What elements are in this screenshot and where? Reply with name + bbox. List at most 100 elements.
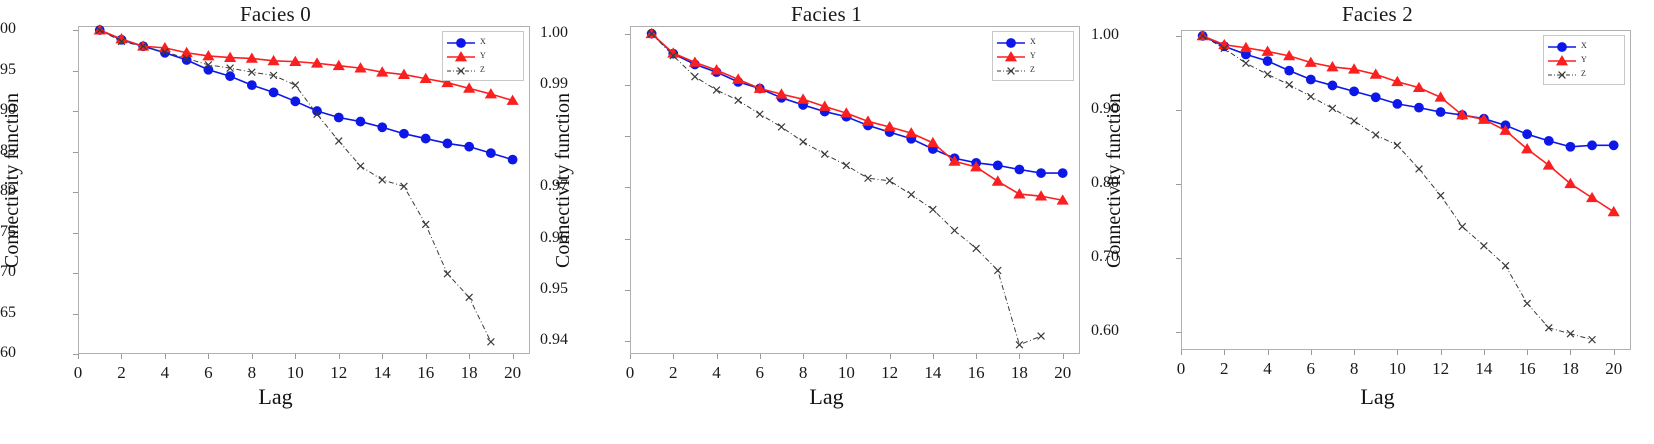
x-tick-mark	[78, 354, 79, 359]
series-z	[95, 26, 495, 346]
x-tick-label: 16	[417, 363, 435, 382]
x-tick-label: 0	[1176, 359, 1186, 378]
x-tick-label: 18	[1010, 363, 1028, 382]
x-tick-label: 0	[73, 363, 83, 382]
y-tick-mark	[73, 151, 78, 153]
x-tick-mark	[1397, 350, 1399, 355]
x-tick-mark	[469, 354, 471, 359]
y-tick-label: 0.95	[0, 60, 16, 78]
x-tick-mark	[425, 354, 427, 359]
x-tick-mark	[673, 354, 675, 359]
x-tick-mark	[1570, 350, 1572, 355]
x-tick-mark	[208, 354, 210, 359]
y-tick-mark	[1176, 331, 1181, 333]
x-tick-label: 6	[755, 363, 765, 382]
y-tick-mark	[625, 84, 630, 86]
y-tick-label: 1.00	[0, 20, 16, 38]
legend-label: X	[1030, 37, 1036, 46]
y-tick-label: 1.00	[540, 23, 568, 41]
panel-title: Facies 0	[240, 2, 311, 26]
legend-label: Y	[1030, 51, 1036, 60]
legend-item-z: Z	[996, 63, 1069, 77]
legend-item-z: Z	[446, 63, 519, 77]
x-tick-label: 20	[504, 363, 522, 382]
x-tick-mark	[382, 354, 384, 359]
y-tick-label: 0.99	[540, 74, 568, 92]
x-tick-mark	[295, 354, 297, 359]
x-tick-label: 4	[160, 363, 170, 382]
x-tick-label: 18	[460, 363, 478, 382]
x-tick-label: 6	[204, 363, 213, 382]
x-tick-mark	[889, 354, 891, 359]
x-tick-label: 14	[924, 363, 942, 382]
y-tick-label: 0.90	[1091, 99, 1119, 117]
y-tick-mark	[1176, 35, 1181, 37]
legend-marker-x-icon	[996, 64, 1026, 76]
legend-item-z: Z	[1547, 67, 1620, 81]
y-tick-mark	[1176, 109, 1181, 111]
series-layer	[645, 27, 1069, 349]
y-tick-label: 0.60	[1091, 321, 1119, 339]
x-tick-mark	[1527, 350, 1529, 355]
y-tick-mark	[625, 136, 630, 138]
y-tick-label: 0.85	[0, 141, 16, 159]
legend-label: Z	[1581, 69, 1586, 78]
x-tick-label: 20	[1605, 359, 1623, 378]
legend-item-x: X	[996, 35, 1069, 49]
x-tick-label: 10	[1388, 359, 1406, 378]
y-tick-label: 0.80	[0, 182, 16, 200]
panel-title: Facies 2	[1342, 2, 1413, 26]
series-layer	[93, 24, 519, 346]
x-tick-mark	[716, 354, 718, 359]
x-axis-label: Lag	[809, 384, 844, 409]
legend-label: Z	[1030, 65, 1035, 74]
x-tick-label: 16	[967, 363, 985, 382]
x-tick-label: 12	[1432, 359, 1450, 378]
y-tick-label: 0.65	[0, 303, 16, 321]
x-tick-mark	[1354, 350, 1356, 355]
legend-marker-circle-icon	[996, 36, 1026, 48]
legend-item-y: Y	[446, 49, 519, 63]
y-tick-mark	[73, 192, 78, 194]
x-tick-mark	[803, 354, 805, 359]
x-tick-mark	[932, 354, 934, 359]
y-tick-label: 0.95	[540, 279, 568, 297]
y-tick-mark	[1176, 257, 1181, 259]
x-tick-mark	[121, 354, 123, 359]
y-tick-mark	[73, 273, 78, 274]
x-tick-mark	[1440, 350, 1442, 355]
y-tick-mark	[1176, 183, 1181, 185]
panel-title: Facies 1	[791, 2, 862, 26]
x-axis-label: Lag	[258, 384, 293, 409]
x-tick-mark	[976, 354, 978, 359]
x-tick-mark	[1267, 350, 1269, 355]
x-tick-mark	[338, 354, 340, 359]
legend-item-y: Y	[996, 49, 1069, 63]
x-tick-label: 4	[1263, 359, 1272, 378]
legend-marker-triangle-icon	[996, 50, 1026, 62]
legend-marker-circle-icon	[1547, 40, 1577, 52]
legend-item-y: Y	[1547, 53, 1620, 67]
y-tick-label: 0.70	[1091, 247, 1119, 265]
legend-label: X	[1581, 41, 1587, 50]
legend-marker-circle-icon	[446, 36, 476, 48]
y-tick-mark	[625, 187, 630, 189]
series-y	[645, 27, 1069, 205]
y-tick-label: 0.90	[0, 101, 16, 119]
x-tick-label: 8	[247, 363, 257, 382]
legend-item-x: X	[1547, 39, 1620, 53]
y-tick-mark	[73, 70, 78, 72]
y-tick-label: 0.60	[0, 344, 16, 361]
y-tick-label: 0.70	[0, 263, 16, 280]
x-tick-mark	[759, 354, 761, 359]
panel-facies-1: Facies 1 Connectivity function Lag 0.94 0.95…	[540, 0, 1102, 444]
legend-label: Y	[480, 51, 486, 60]
legend-marker-triangle-icon	[446, 50, 476, 62]
y-tick-mark	[625, 341, 630, 343]
x-tick-label: 16	[1518, 359, 1536, 378]
y-tick-label: 0.75	[0, 222, 16, 240]
